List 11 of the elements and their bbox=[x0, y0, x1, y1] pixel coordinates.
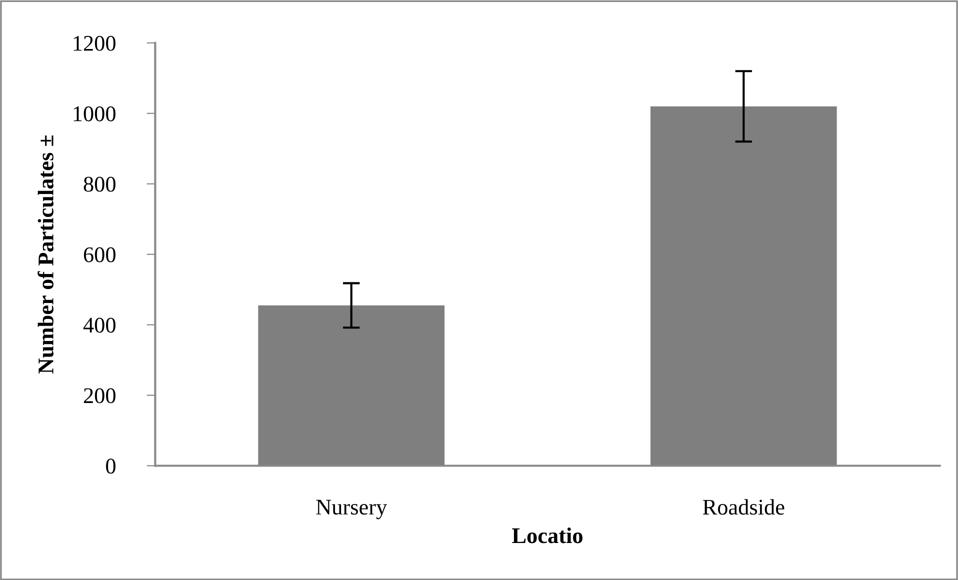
y-tick-label: 0 bbox=[106, 458, 116, 474]
y-tick-label: 800 bbox=[84, 176, 116, 192]
y-tick-label: 1000 bbox=[74, 106, 116, 122]
x-axis-title: Locatio bbox=[512, 528, 582, 544]
y-tick-label: 200 bbox=[84, 388, 116, 404]
y-tick-label: 600 bbox=[84, 247, 116, 262]
y-tick-label: 1200 bbox=[74, 36, 116, 51]
x-tick-label: Roadside bbox=[702, 499, 784, 515]
y-axis-title: Number of Particulates ± bbox=[38, 135, 54, 374]
y-tick-label: 400 bbox=[83, 318, 116, 333]
x-tick-label: Nursery bbox=[316, 500, 388, 520]
